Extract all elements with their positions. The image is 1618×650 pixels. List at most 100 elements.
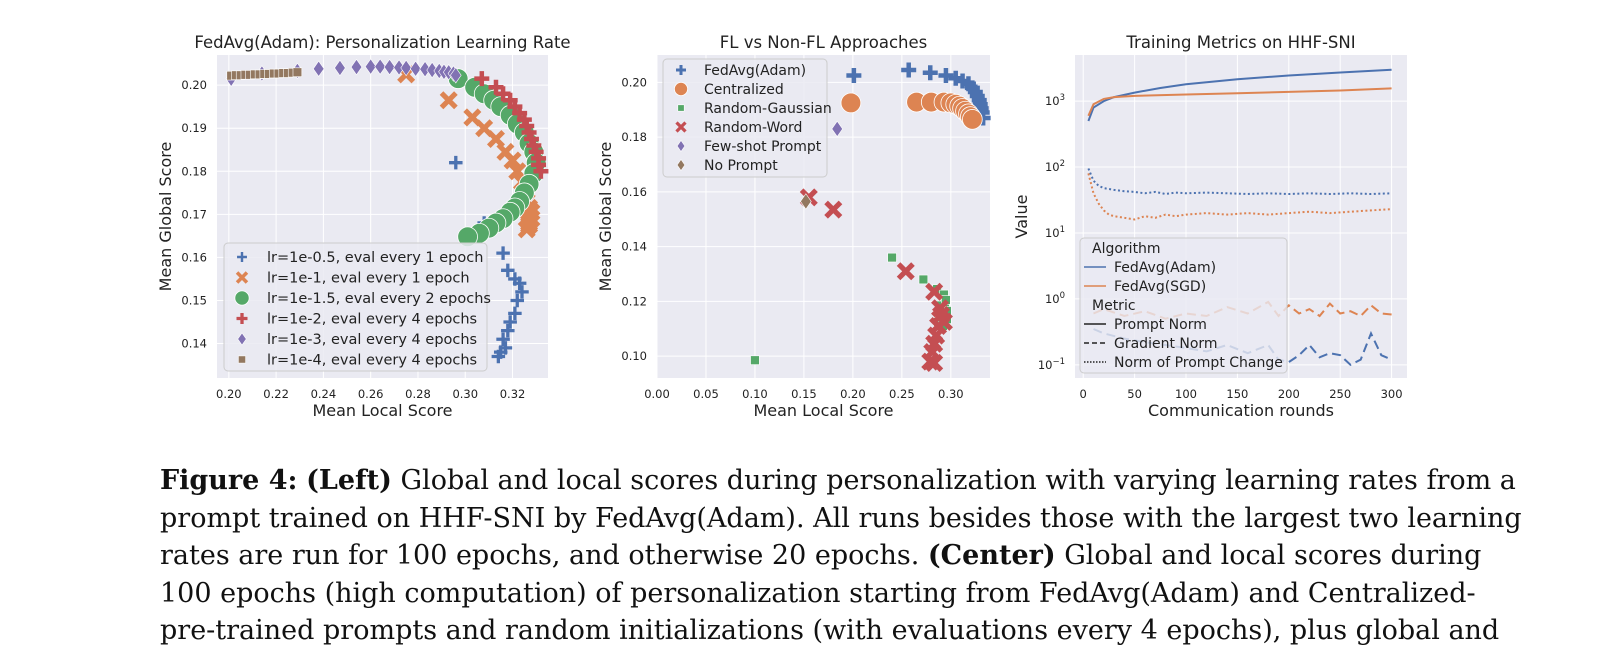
- y-tick-label: 0.16: [621, 185, 647, 199]
- data-point: [501, 263, 515, 278]
- legend-marker: [676, 158, 686, 172]
- series-lr-1e-0-5-eval-every-1-epoch: [449, 155, 529, 364]
- y-tick-label: 10−1: [1038, 357, 1065, 372]
- legend-box: [662, 58, 828, 178]
- legend-label: lr=1e-2, eval every 4 epochs: [267, 312, 477, 328]
- legend-title: Algorithm: [1092, 241, 1161, 257]
- y-tick-label: 100: [1045, 291, 1065, 306]
- y-tick-label: 0.15: [181, 293, 207, 307]
- data-point: [503, 315, 517, 329]
- data-point: [350, 58, 363, 76]
- x-tick-label: 0.28: [405, 387, 431, 401]
- legend-label: FedAvg(Adam): [1114, 260, 1216, 276]
- data-point: [419, 60, 431, 78]
- legend-marker: [238, 355, 246, 364]
- figure: 0.20 0.22 0.24 0.26 0.28 0.30 0.32 0.14 0.15 0.16…: [156, 33, 1407, 420]
- caption-line: pre-trained prompts and random initializ…: [160, 612, 1499, 650]
- y-tick-label: 0.14: [621, 240, 647, 254]
- data-point: [925, 282, 944, 301]
- data-point: [520, 213, 539, 232]
- data-point: [918, 274, 929, 285]
- data-point: [292, 67, 303, 77]
- data-point: [887, 252, 897, 263]
- data-point: [426, 61, 438, 79]
- data-point: [533, 163, 549, 179]
- y-tick-label: 101: [1045, 225, 1065, 240]
- series-centralized: [840, 91, 983, 130]
- legend-label: Random-Word: [704, 120, 802, 136]
- series-lr-1e-2-eval-every-4-epochs: [474, 71, 549, 179]
- legend-label: lr=1e-4, eval every 4 epochs: [267, 353, 477, 369]
- chart-panel-1: 0.20 0.22 0.24 0.26 0.28 0.30 0.32 0.14 0.15 0.16…: [156, 33, 571, 420]
- caption-bold: (Center): [927, 540, 1056, 571]
- data-point: [409, 60, 422, 78]
- x-tick-label: 250: [1329, 387, 1351, 401]
- y-axis-label: Mean Global Score: [156, 142, 175, 292]
- data-point: [491, 349, 506, 364]
- y-tick-label: 0.10: [621, 349, 647, 363]
- chart-panel-3: 0 50 100 150 200 250 300 10−1 100 101 102 103 Traini…: [1012, 33, 1407, 420]
- x-axis-label: Communication rounds: [1148, 401, 1334, 420]
- data-point: [400, 59, 412, 77]
- legend-label: Few-shot Prompt: [704, 139, 822, 155]
- caption-text: prompt trained on HHF-SNI by FedAvg(Adam…: [160, 502, 1522, 534]
- series-line-fedavg-adam-norm-of-prompt-change: [1087, 168, 1392, 196]
- figure-caption: Figure 4: (Left) Global and local scores…: [160, 462, 1522, 650]
- data-point: [925, 353, 944, 372]
- legend: FedAvg(Adam) Centralized Random-Gaussian Ra…: [662, 58, 832, 178]
- data-point: [846, 68, 862, 84]
- legend-label: Random-Gaussian: [704, 101, 832, 117]
- legend-marker: [676, 139, 686, 153]
- data-point: [312, 60, 325, 78]
- y-tick-label: 0.20: [621, 75, 647, 89]
- data-point: [750, 355, 760, 365]
- x-tick-label: 0.24: [311, 387, 337, 401]
- caption-bold: Figure 4:: [160, 465, 298, 496]
- data-point: [383, 58, 396, 76]
- legend-title: Metric: [1092, 298, 1136, 314]
- chart-panel-2: 0.00 0.05 0.10 0.15 0.20 0.25 0.30 0.10 0.12 0.14…: [596, 33, 991, 420]
- data-point: [496, 246, 510, 260]
- data-point: [934, 312, 953, 331]
- legend-label: No Prompt: [704, 158, 778, 174]
- y-tick-label: 102: [1045, 159, 1065, 174]
- data-point: [938, 68, 954, 84]
- y-tick-label: 103: [1045, 93, 1065, 108]
- data-point: [901, 62, 917, 78]
- x-axis-label: Mean Local Score: [753, 401, 893, 420]
- legend-marker: [237, 252, 247, 262]
- legend-marker: [237, 332, 247, 346]
- caption-line: prompt trained on HHF-SNI by FedAvg(Adam…: [160, 500, 1522, 538]
- x-tick-label: 0.20: [216, 387, 242, 401]
- data-point: [364, 58, 377, 75]
- x-tick-label: 0: [1080, 387, 1087, 401]
- caption-text: rates are run for 100 epochs, and otherw…: [160, 540, 928, 571]
- caption-line: rates are run for 100 epochs, and otherw…: [160, 537, 1481, 575]
- caption-text: 100 epochs (high computation) of persona…: [160, 577, 1476, 609]
- data-point: [439, 91, 458, 110]
- y-tick-label: 0.16: [181, 250, 207, 264]
- y-axis-label: Value: [1012, 195, 1031, 239]
- x-tick-label: 0.10: [742, 387, 768, 401]
- y-tick-label: 0.14: [181, 337, 207, 351]
- legend-label: lr=1e-1, eval every 1 epoch: [267, 271, 470, 287]
- series-no-prompt: [800, 193, 812, 210]
- x-tick-label: 300: [1381, 387, 1403, 401]
- x-tick-label: 200: [1278, 387, 1300, 401]
- data-point: [922, 65, 938, 81]
- legend-label: lr=1e-0.5, eval every 1 epoch: [267, 250, 483, 266]
- caption-text: pre-trained prompts and random initializ…: [160, 615, 1500, 646]
- chart-title: Training Metrics on HHF-SNI: [1125, 33, 1355, 52]
- x-tick-label: 0.20: [840, 387, 866, 401]
- y-tick-label: 0.18: [181, 164, 207, 178]
- y-tick-label: 0.12: [621, 294, 647, 308]
- series-fedavg-adam-: [846, 62, 991, 126]
- chart-title: FedAvg(Adam): Personalization Learning R…: [194, 33, 570, 52]
- legend-marker: [676, 65, 686, 75]
- series-line-fedavg-sgd-prompt-norm: [1087, 87, 1392, 117]
- x-tick-label: 0.15: [791, 387, 817, 401]
- caption-text: [298, 465, 307, 496]
- y-tick-label: 0.19: [181, 121, 207, 135]
- x-tick-label: 0.32: [500, 387, 526, 401]
- chart-title: FL vs Non-FL Approaches: [720, 33, 927, 52]
